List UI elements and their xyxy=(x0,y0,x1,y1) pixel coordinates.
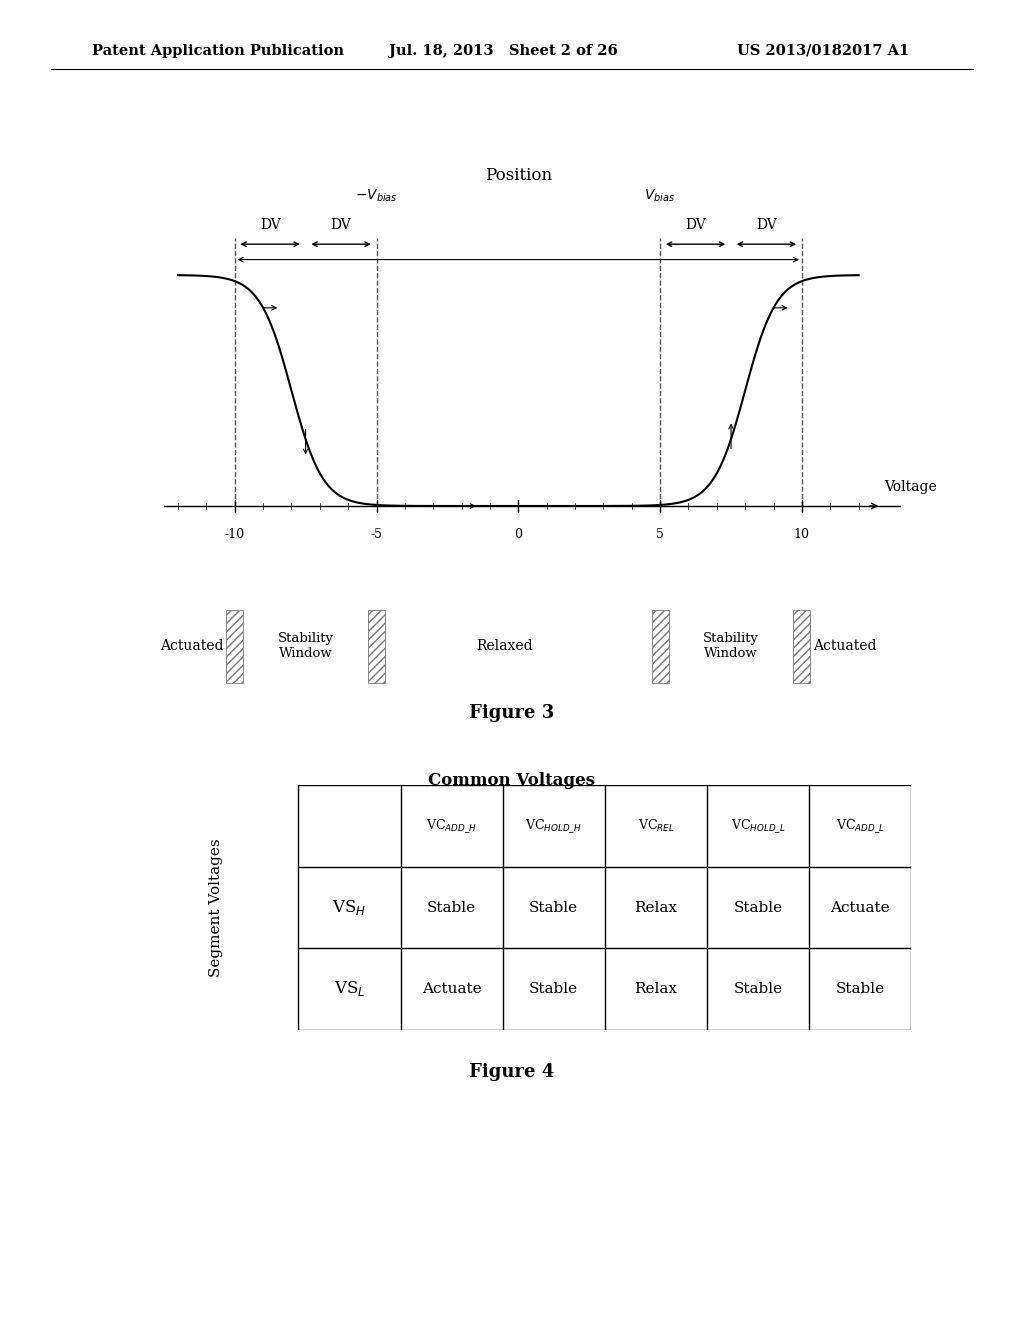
Text: VS$_H$: VS$_H$ xyxy=(333,898,367,917)
Text: Figure 3: Figure 3 xyxy=(469,704,555,722)
Bar xyxy=(368,610,385,682)
Text: Figure 4: Figure 4 xyxy=(469,1063,555,1081)
Text: $-V_{bias}$: $-V_{bias}$ xyxy=(355,187,398,205)
Text: US 2013/0182017 A1: US 2013/0182017 A1 xyxy=(737,44,909,58)
Text: DV: DV xyxy=(331,218,351,232)
Text: DV: DV xyxy=(756,218,777,232)
Text: Stable: Stable xyxy=(733,900,782,915)
Text: Stable: Stable xyxy=(529,982,579,995)
Bar xyxy=(298,785,911,1030)
Text: Actuate: Actuate xyxy=(830,900,890,915)
Text: Patent Application Publication: Patent Application Publication xyxy=(92,44,344,58)
Text: $V_{bias}$: $V_{bias}$ xyxy=(644,187,676,205)
Bar xyxy=(651,610,669,682)
Text: Segment Voltages: Segment Voltages xyxy=(209,838,223,977)
Text: Actuated: Actuated xyxy=(813,639,877,653)
Text: 0: 0 xyxy=(514,528,522,541)
Text: Stability
Window: Stability Window xyxy=(703,632,759,660)
Text: Actuated: Actuated xyxy=(161,639,224,653)
Text: Stable: Stable xyxy=(427,900,476,915)
Text: Jul. 18, 2013   Sheet 2 of 26: Jul. 18, 2013 Sheet 2 of 26 xyxy=(389,44,617,58)
Bar xyxy=(794,610,810,682)
Text: Stability
Window: Stability Window xyxy=(278,632,334,660)
Text: Stable: Stable xyxy=(733,982,782,995)
Text: VS$_L$: VS$_L$ xyxy=(334,979,366,998)
Text: VC$_{ADD\_L}$: VC$_{ADD\_L}$ xyxy=(836,817,885,836)
Text: Relax: Relax xyxy=(635,900,678,915)
Text: DV: DV xyxy=(685,218,706,232)
Text: Common Voltages: Common Voltages xyxy=(428,772,596,789)
Text: VC$_{HOLD\_H}$: VC$_{HOLD\_H}$ xyxy=(525,817,582,836)
Text: -10: -10 xyxy=(224,528,245,541)
Text: VC$_{ADD\_H}$: VC$_{ADD\_H}$ xyxy=(426,817,477,836)
Text: Stable: Stable xyxy=(836,982,885,995)
Text: VC$_{HOLD\_L}$: VC$_{HOLD\_L}$ xyxy=(731,817,785,836)
Text: DV: DV xyxy=(260,218,281,232)
Text: Voltage: Voltage xyxy=(884,479,937,494)
Bar xyxy=(226,610,244,682)
Text: Stable: Stable xyxy=(529,900,579,915)
Text: Relaxed: Relaxed xyxy=(476,639,532,653)
Text: -5: -5 xyxy=(371,528,383,541)
Text: VC$_{REL}$: VC$_{REL}$ xyxy=(638,818,675,834)
Text: Relax: Relax xyxy=(635,982,678,995)
Text: Actuate: Actuate xyxy=(422,982,481,995)
Text: Position: Position xyxy=(484,168,552,185)
Text: 10: 10 xyxy=(794,528,810,541)
Text: 5: 5 xyxy=(656,528,664,541)
